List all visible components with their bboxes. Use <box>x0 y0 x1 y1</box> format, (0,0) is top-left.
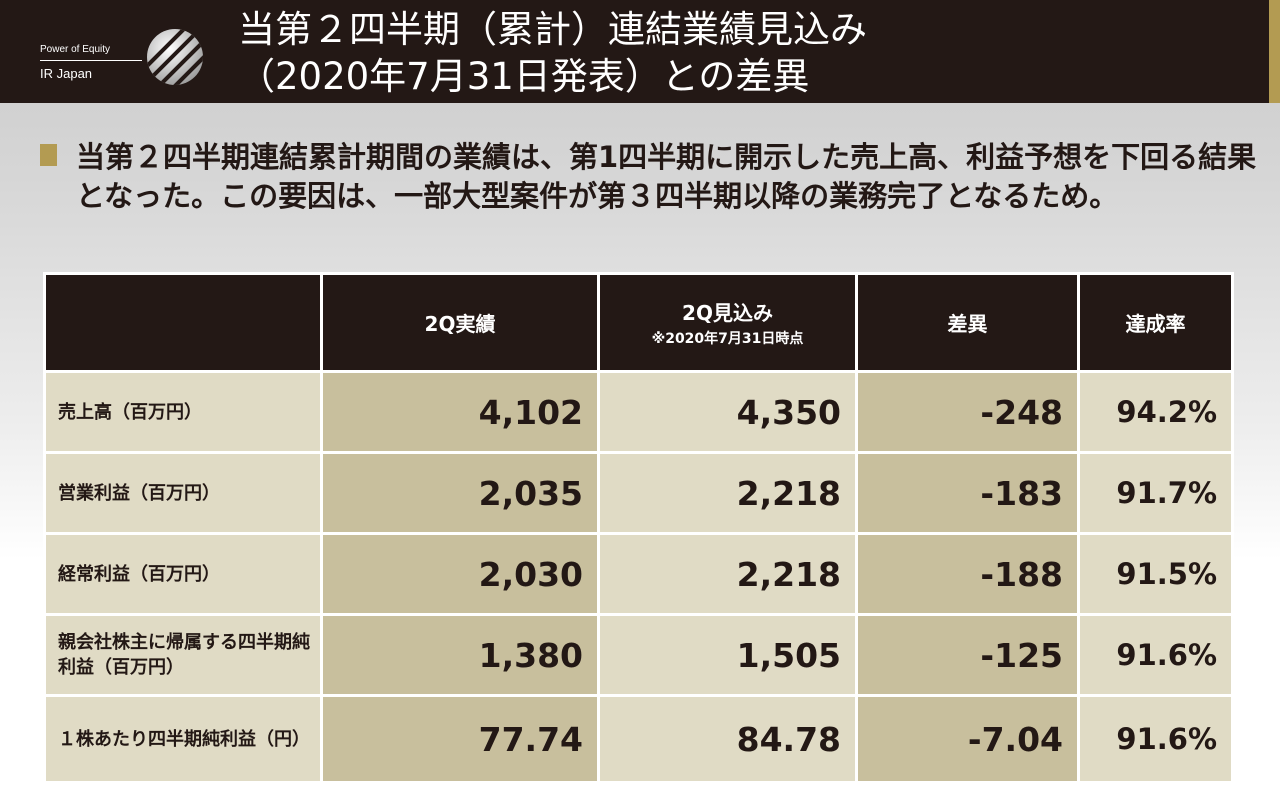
table-row: 経常利益（百万円） 2,030 2,218 -188 91.5% <box>43 532 1234 616</box>
header-forecast: 2Q見込み ※2020年7月31日時点 <box>597 272 858 373</box>
cell-diff: -183 <box>855 451 1080 535</box>
cell-diff: -7.04 <box>855 694 1080 784</box>
row-label: 経常利益（百万円） <box>43 532 323 616</box>
header-diff: 差異 <box>855 272 1080 373</box>
row-label: 営業利益（百万円） <box>43 451 323 535</box>
table-row: 売上高（百万円） 4,102 4,350 -248 94.2% <box>43 370 1234 454</box>
slide-title-line1: 当第２四半期（累計）連結業績見込み <box>238 8 867 51</box>
cell-forecast: 2,218 <box>597 532 858 616</box>
header-forecast-label: 2Q見込み <box>682 301 773 325</box>
cell-forecast: 4,350 <box>597 370 858 454</box>
header-accent-bar <box>1269 0 1280 103</box>
header-rate: 達成率 <box>1077 272 1234 373</box>
bullet-square-icon <box>40 144 57 166</box>
table-header-row: 2Q実績 2Q見込み ※2020年7月31日時点 差異 達成率 <box>43 272 1234 373</box>
slide-header: Power of Equity IR Japan 当第２四半期（累計）連結業績見… <box>0 0 1280 103</box>
header-forecast-note: ※2020年7月31日時点 <box>651 331 804 347</box>
cell-rate: 91.6% <box>1077 613 1234 697</box>
cell-forecast: 84.78 <box>597 694 858 784</box>
logo-divider <box>40 60 142 61</box>
cell-actual: 2,030 <box>320 532 600 616</box>
company-logo: Power of Equity IR Japan <box>40 28 210 88</box>
summary-text: 当第２四半期連結累計期間の業績は、第1四半期に開示した売上高、利益予想を下回る結… <box>76 140 1257 213</box>
cell-rate: 91.7% <box>1077 451 1234 535</box>
slide-title: 当第２四半期（累計）連結業績見込み （2020年7月31日発表）との差異 <box>238 6 867 100</box>
header-actual: 2Q実績 <box>320 272 600 373</box>
table-row: 親会社株主に帰属する四半期純利益（百万円） 1,380 1,505 -125 9… <box>43 613 1234 697</box>
cell-diff: -125 <box>855 613 1080 697</box>
cell-rate: 91.6% <box>1077 694 1234 784</box>
cell-actual: 77.74 <box>320 694 600 784</box>
table-row: 営業利益（百万円） 2,035 2,218 -183 91.7% <box>43 451 1234 535</box>
cell-actual: 1,380 <box>320 613 600 697</box>
cell-actual: 2,035 <box>320 451 600 535</box>
cell-diff: -188 <box>855 532 1080 616</box>
table-row: １株あたり四半期純利益（円） 77.74 84.78 -7.04 91.6% <box>43 694 1234 784</box>
results-table: 2Q実績 2Q見込み ※2020年7月31日時点 差異 達成率 売上高（百万円）… <box>43 272 1234 784</box>
cell-forecast: 2,218 <box>597 451 858 535</box>
cell-diff: -248 <box>855 370 1080 454</box>
cell-forecast: 1,505 <box>597 613 858 697</box>
cell-rate: 94.2% <box>1077 370 1234 454</box>
row-label: １株あたり四半期純利益（円） <box>43 694 323 784</box>
cell-rate: 91.5% <box>1077 532 1234 616</box>
logo-tagline: Power of Equity <box>40 44 111 55</box>
cell-actual: 4,102 <box>320 370 600 454</box>
slide-title-line2: （2020年7月31日発表）との差異 <box>238 55 810 98</box>
header-label <box>43 272 323 373</box>
row-label: 親会社株主に帰属する四半期純利益（百万円） <box>43 613 323 697</box>
logo-name: IR Japan <box>40 66 93 81</box>
row-label: 売上高（百万円） <box>43 370 323 454</box>
logo-stripes-icon <box>147 29 203 85</box>
